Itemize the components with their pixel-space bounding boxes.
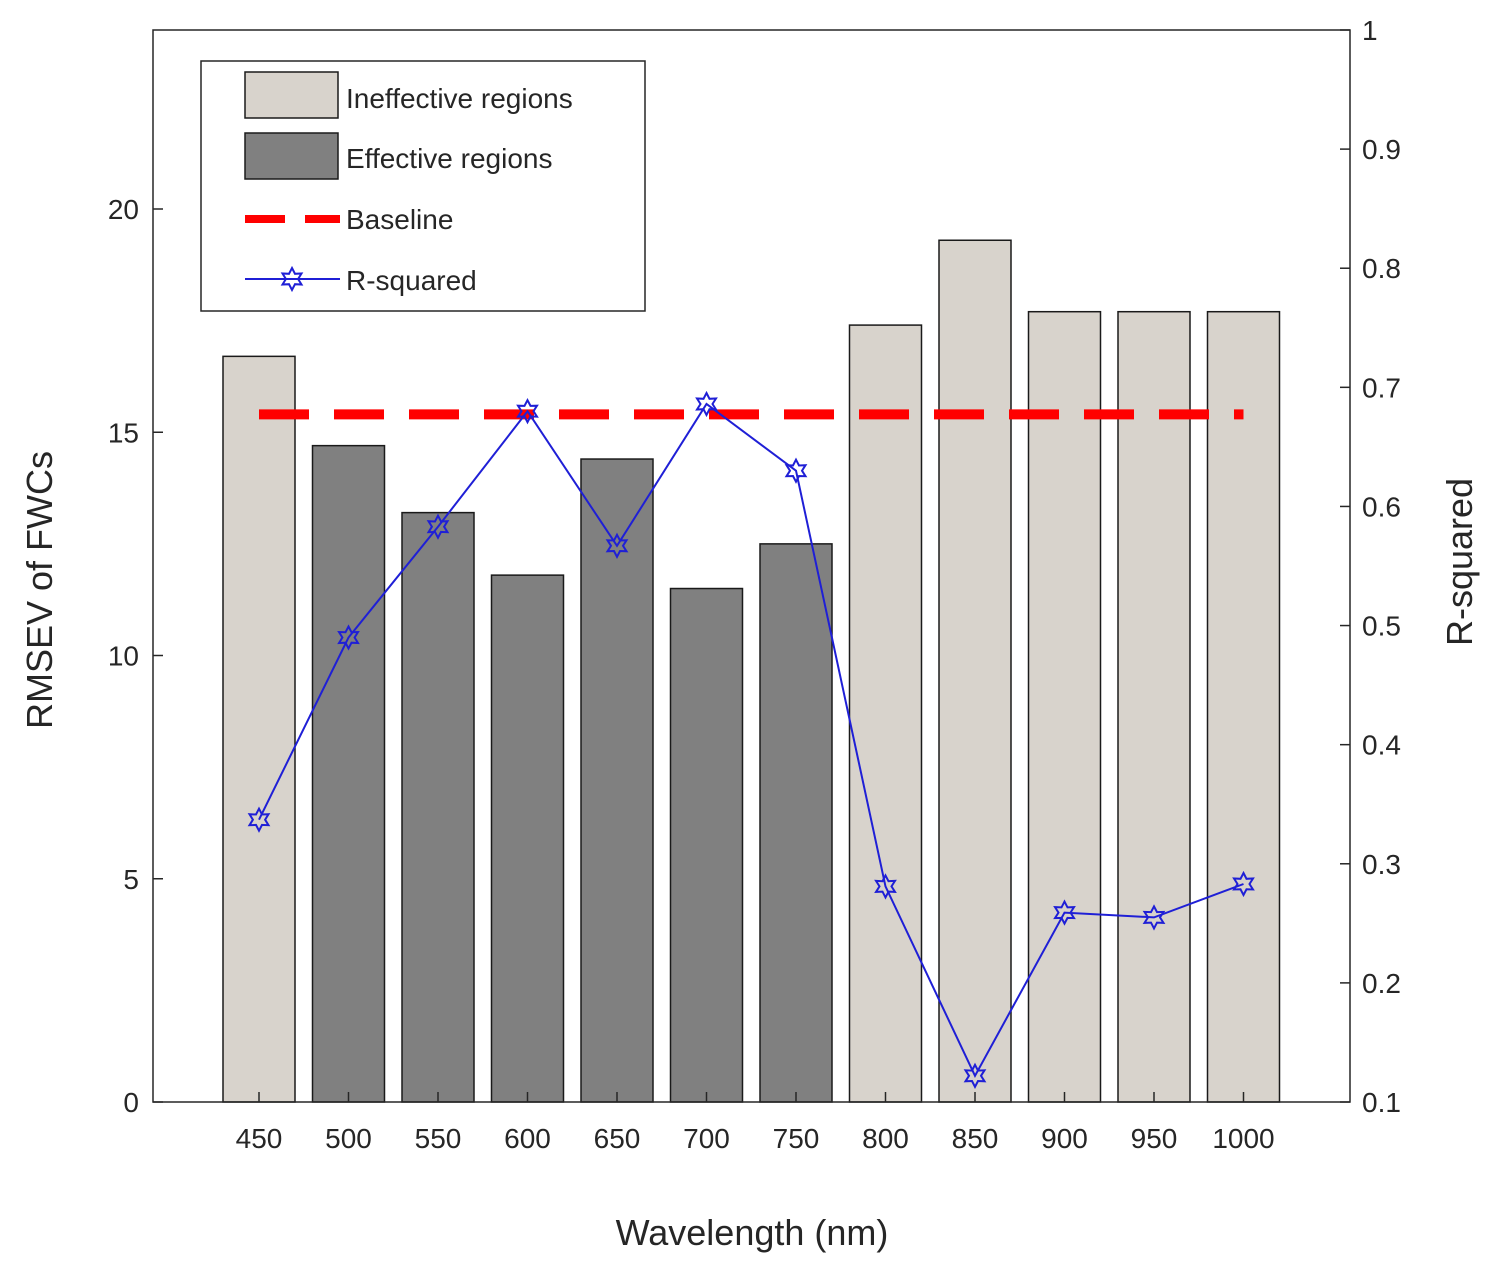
r-squared-point-900 [1053, 899, 1076, 926]
x-tick-label-650: 650 [594, 1123, 641, 1154]
y-right-tick-label-0.6: 0.6 [1362, 491, 1401, 522]
r-squared-point-700 [695, 390, 718, 418]
y-right-tick-label-0.1: 0.1 [1362, 1087, 1401, 1118]
r-squared-point-600 [516, 398, 539, 425]
y-right-tick-label-0.8: 0.8 [1362, 253, 1401, 284]
legend-label-baseline: Baseline [346, 204, 453, 235]
y-tick-label-10: 10 [108, 641, 139, 672]
bar-800 [848, 324, 923, 1103]
y-right-tick-label-0.4: 0.4 [1362, 730, 1401, 761]
plot-frame [152, 29, 1351, 1103]
r-squared-point-950 [1142, 904, 1166, 931]
r-squared-point-750 [784, 457, 808, 484]
x-tick-label-700: 700 [683, 1123, 730, 1154]
x-tick-label-900: 900 [1041, 1123, 1088, 1154]
bar-700 [669, 587, 744, 1103]
x-tick-label-1000: 1000 [1212, 1123, 1274, 1154]
x-tick-label-850: 850 [952, 1123, 999, 1154]
y-right-axis-label: R-squared [1439, 478, 1480, 646]
r-squared-point-850 [963, 1062, 987, 1089]
y-tick-label-20: 20 [108, 194, 139, 225]
bar-850 [938, 239, 1012, 1103]
y-tick-label-5: 5 [123, 864, 139, 895]
r-squared-point-500 [337, 624, 360, 651]
legend-label-r-squared: R-squared [346, 265, 477, 296]
legend-swatch-effective [244, 132, 339, 180]
bar-900 [1027, 310, 1102, 1103]
y-axis-label: RMSEV of FWCs [19, 451, 60, 729]
y-right-tick-label-1: 1 [1362, 15, 1378, 46]
r-squared-point-650 [605, 532, 629, 559]
bar-650 [580, 458, 654, 1103]
legend-label-ineffective: Ineffective regions [346, 83, 573, 114]
x-tick-label-950: 950 [1131, 1123, 1178, 1154]
x-axis-label: Wavelength (nm) [616, 1212, 889, 1253]
y-right-tick-label-0.7: 0.7 [1362, 372, 1401, 403]
bar-750 [759, 543, 833, 1103]
x-tick-label-500: 500 [325, 1123, 372, 1154]
bar-1000 [1206, 310, 1281, 1103]
legend-label-effective: Effective regions [346, 143, 553, 174]
x-tick-label-750: 750 [773, 1123, 820, 1154]
x-tick-label-550: 550 [415, 1123, 462, 1154]
y-tick-label-0: 0 [123, 1087, 139, 1118]
x-tick-label-800: 800 [862, 1123, 909, 1154]
bar-550 [401, 511, 475, 1103]
x-tick-label-600: 600 [504, 1123, 551, 1154]
r-squared-point-800 [874, 873, 897, 900]
y-right-tick-label-0.2: 0.2 [1362, 968, 1401, 999]
y-right-tick-label-0.5: 0.5 [1362, 611, 1401, 642]
bar-500 [311, 444, 386, 1103]
x-tick-label-450: 450 [236, 1123, 283, 1154]
y-right-tick-label-0.3: 0.3 [1362, 849, 1401, 880]
y-tick-label-15: 15 [108, 417, 139, 448]
r-squared-point-550 [426, 513, 450, 540]
r-squared-line [258, 402, 1244, 1079]
y-right-tick-label-0.9: 0.9 [1362, 134, 1401, 165]
legend-swatch-ineffective [244, 71, 339, 119]
axes-layer: 450 500 550 600 650 700 750 800 850 900 950 1000 0 5 1… [19, 15, 1480, 1253]
bar-450 [222, 355, 296, 1103]
legend-swatch-r-squared-marker [280, 265, 304, 293]
legend: Ineffective regions Effective regions Ba… [200, 60, 646, 312]
bars-layer [222, 239, 1281, 1103]
bar-600 [490, 574, 565, 1103]
r-squared-point-450 [247, 806, 271, 833]
r-squared-point-1000 [1232, 870, 1255, 898]
r-squared-layer [247, 390, 1255, 1089]
bar-950 [1117, 310, 1191, 1103]
